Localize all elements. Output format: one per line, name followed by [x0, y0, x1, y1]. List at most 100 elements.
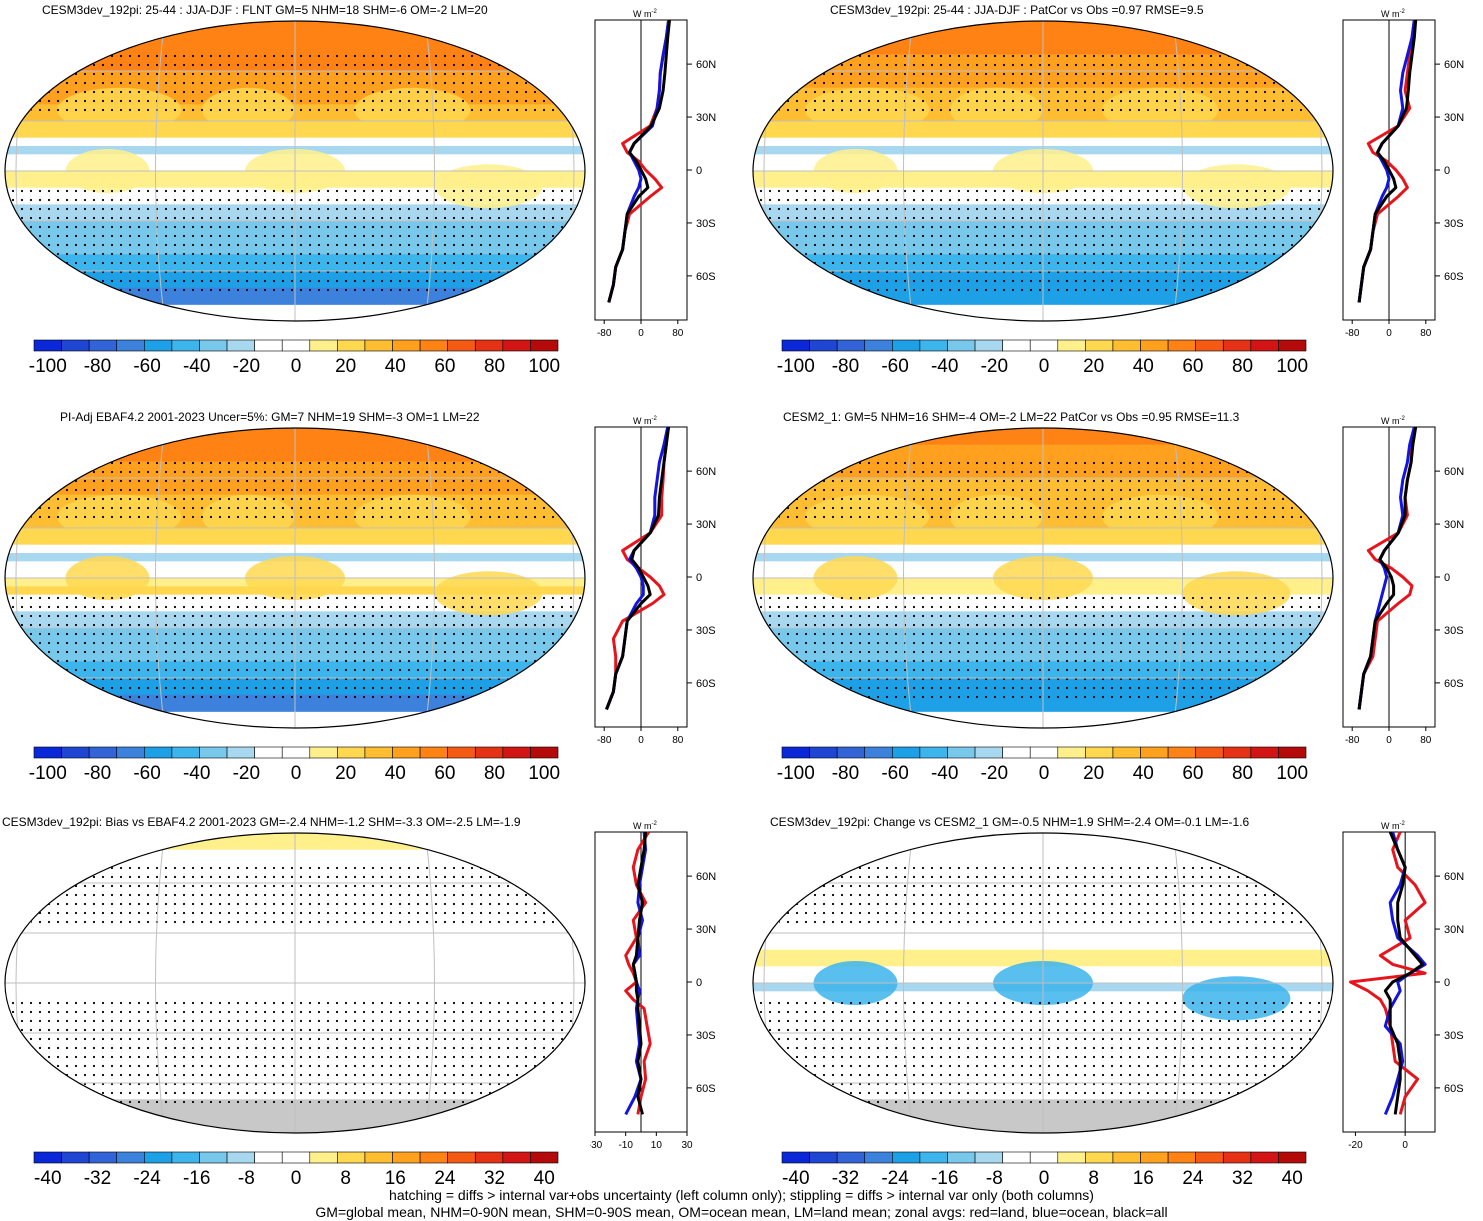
colorbar-tick-label: 8 [1088, 1168, 1099, 1189]
colorbar-tick-label: 80 [1232, 356, 1253, 377]
colorbar-swatch [919, 746, 948, 759]
zonal-x-tick-label: -80 [597, 328, 612, 338]
colorbar-tick-label: 40 [1133, 763, 1154, 784]
colorbar-swatch [254, 1151, 283, 1164]
colorbar-tick-label: -80 [84, 763, 111, 784]
colorbar-tick-label: 60 [434, 356, 455, 377]
colorbar-p1: -100 -80 -60 -40 -20 0 20 40 60 80 100 [29, 339, 560, 377]
colorbar-tick-label: 20 [335, 763, 356, 784]
colorbar-swatch [364, 1151, 393, 1164]
colorbar-swatch [88, 339, 118, 352]
colorbar-tick-label: 60 [1182, 763, 1203, 784]
map-p1 [4, 20, 586, 322]
colorbar-swatch [171, 1151, 200, 1164]
colorbar-tick-label: -80 [84, 356, 111, 377]
zonal-x-tick-label: 0 [1402, 1140, 1408, 1150]
zonal-y-tick-label: 30S [696, 218, 716, 230]
zonal-y-tick-label: 30S [696, 625, 716, 637]
colorbar-swatch [226, 746, 255, 759]
colorbar-swatch [1085, 339, 1114, 352]
zonal-x-tick-label: -10 [618, 1140, 633, 1150]
colorbar-swatch [1167, 746, 1196, 759]
colorbar-swatch [116, 1151, 145, 1164]
zonal-plot-p6: W m-2 60N 30N 0 30S 60S -20 0 [1342, 821, 1464, 1150]
colorbar-swatch [337, 1151, 366, 1164]
colorbar-swatch [809, 746, 838, 759]
colorbar-tick-label: -8 [238, 1168, 255, 1189]
colorbar-swatch [226, 339, 255, 352]
colorbar-swatch [974, 339, 1003, 352]
zonal-y-tick-label: 60S [696, 271, 716, 283]
colorbar-tick-label: 40 [1133, 356, 1154, 377]
colorbar-swatch [1222, 1151, 1252, 1164]
colorbar-swatch [1140, 1151, 1169, 1164]
zonal-plot-p2: W m-2 60N 30N 0 30S 60S -80 0 80 [1342, 9, 1464, 338]
panel-title-p5: CESM3dev_192pi: Bias vs EBAF4.2 2001-202… [2, 815, 521, 829]
colorbar-swatch [1222, 746, 1252, 759]
zonal-y-tick-label: 60N [1444, 59, 1464, 71]
zonal-y-tick-label: 60N [696, 871, 716, 883]
map-p3 [4, 427, 586, 729]
colorbar-tick-label: -40 [183, 356, 210, 377]
colorbar-swatch [226, 1151, 255, 1164]
zonal-y-tick-label: 60S [696, 678, 716, 690]
colorbar-tick-label: 100 [528, 356, 560, 377]
map-p2 [752, 20, 1334, 322]
colorbar-tick-label: -8 [986, 1168, 1003, 1189]
zonal-series-all [607, 19, 671, 303]
zonal-plot-p3: W m-2 60N 30N 0 30S 60S -80 0 80 [594, 416, 716, 745]
zonal-plot-p5: W m-2 60N 30N 0 30S 60S -30 -10 10 30 [590, 821, 716, 1150]
colorbar-swatch [1002, 746, 1031, 759]
colorbar-swatch [1278, 1151, 1307, 1164]
colorbar-swatch [33, 1151, 62, 1164]
colorbar-swatch [116, 746, 145, 759]
colorbar-swatch [199, 339, 228, 352]
colorbar-swatch [892, 1151, 921, 1164]
colorbar-swatch [530, 746, 559, 759]
colorbar-swatch [281, 746, 311, 759]
colorbar-swatch [392, 1151, 421, 1164]
colorbar-tick-label: -100 [29, 763, 67, 784]
colorbar-tick-label: -60 [133, 763, 160, 784]
colorbar-tick-label: -100 [29, 356, 67, 377]
colorbar-p4: -100 -80 -60 -40 -20 0 20 40 60 80 100 [777, 746, 1308, 784]
colorbar-swatch [836, 746, 866, 759]
colorbar-tick-label: 32 [1232, 1168, 1253, 1189]
colorbar-swatch [61, 1151, 90, 1164]
colorbar-swatch [419, 746, 448, 759]
zonal-series-all [605, 426, 671, 710]
colorbar-tick-label: 40 [1282, 1168, 1303, 1189]
colorbar-swatch [144, 746, 173, 759]
colorbar-swatch [1057, 1151, 1086, 1164]
zonal-series-land [605, 426, 670, 710]
colorbar-tick-label: -100 [777, 356, 815, 377]
zonal-y-tick-label: 30S [696, 1030, 716, 1042]
colorbar-swatch [919, 1151, 948, 1164]
colorbar-tick-label: 32 [484, 1168, 505, 1189]
colorbar-tick-label: 80 [1232, 763, 1253, 784]
zonal-y-tick-label: 60N [696, 59, 716, 71]
colorbar-p3: -100 -80 -60 -40 -20 0 20 40 60 80 100 [29, 746, 560, 784]
colorbar-tick-label: 0 [291, 356, 302, 377]
colorbar-swatch [864, 746, 893, 759]
zonal-y-tick-label: 0 [696, 572, 702, 584]
colorbar-swatch [474, 1151, 504, 1164]
zonal-y-tick-label: 0 [696, 977, 702, 989]
colorbar-swatch [781, 1151, 810, 1164]
colorbar-swatch [836, 1151, 866, 1164]
colorbar-swatch [309, 339, 338, 352]
colorbar-swatch [281, 1151, 311, 1164]
colorbar-swatch [337, 339, 366, 352]
colorbar-tick-label: -32 [832, 1168, 859, 1189]
colorbar-swatch [892, 746, 921, 759]
zonal-y-tick-label: 30S [1444, 625, 1464, 637]
zonal-series-land [1349, 831, 1427, 1115]
colorbar-tick-label: -20 [233, 763, 260, 784]
zonal-plot-p4: W m-2 60N 30N 0 30S 60S -80 0 80 [1342, 416, 1464, 745]
colorbar-tick-label: 16 [385, 1168, 406, 1189]
colorbar-swatch [1085, 746, 1114, 759]
colorbar-swatch [33, 339, 62, 352]
colorbar-swatch [809, 339, 838, 352]
panel-title-p3: PI-Adj EBAF4.2 2001-2023 Uncer=5%: GM=7 … [60, 410, 480, 424]
colorbar-swatch [254, 339, 283, 352]
